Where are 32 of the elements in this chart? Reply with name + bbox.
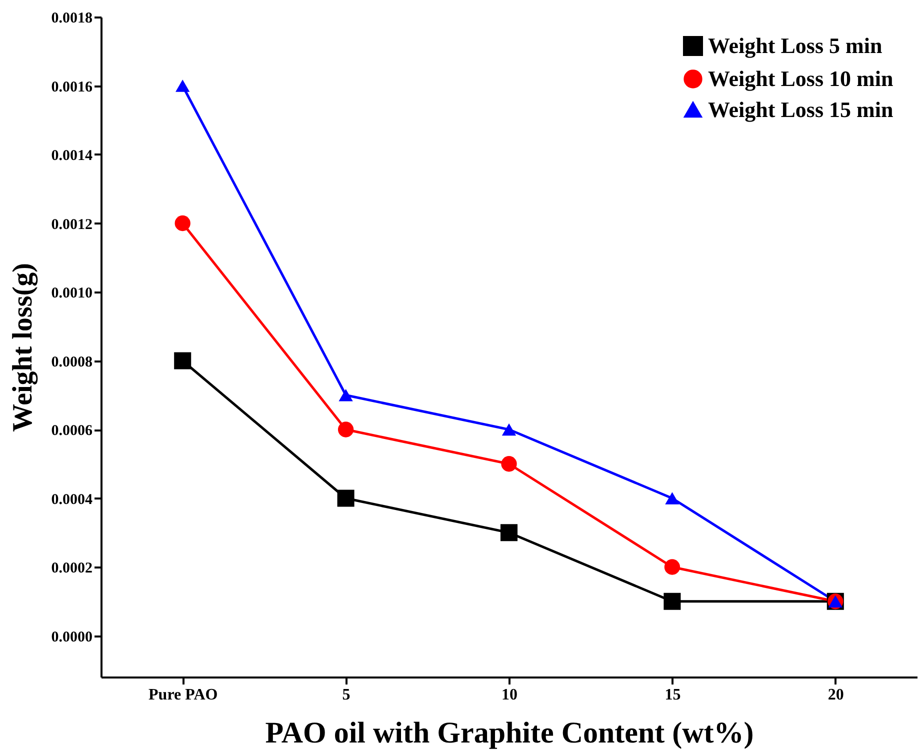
point [665,492,680,504]
point [501,456,517,472]
x-tick-label: Pure PAO [148,686,218,704]
legend-label: Weight Loss 15 min [708,97,894,122]
x-tick-label: 20 [828,686,844,704]
y-axis-title: Weight loss(g) [7,263,38,432]
y-tick-label: 0.0000 [51,629,92,646]
point [174,352,192,370]
legend-label: Weight Loss 5 min [708,33,882,58]
y-tick-label: 0.0004 [51,492,93,508]
point [338,389,353,402]
x-axis-title: PAO oil with Graphite Content (wt%) [265,716,754,750]
x-tick-label: 10 [502,686,518,704]
point [337,490,354,507]
y-tick-label: 0.0010 [51,286,92,302]
y-tick-label: 0.0006 [51,423,93,439]
point [338,422,354,438]
y-tick-label: 0.0002 [51,560,92,576]
point [176,80,190,92]
point [664,592,681,610]
point [500,524,518,542]
y-tick-label: 0.0012 [51,216,92,233]
y-tick-label: 0.0018 [51,10,92,26]
point [174,215,190,232]
legend-label: Weight Loss 10 min [708,66,894,91]
point [502,423,516,436]
y-tick-label: 0.0016 [51,79,93,96]
point [664,559,680,575]
x-tick-label: 15 [664,686,681,704]
x-tick-label: 5 [342,686,350,704]
y-tick-label: 0.0014 [51,148,93,164]
y-tick-label: 0.0008 [51,354,92,370]
